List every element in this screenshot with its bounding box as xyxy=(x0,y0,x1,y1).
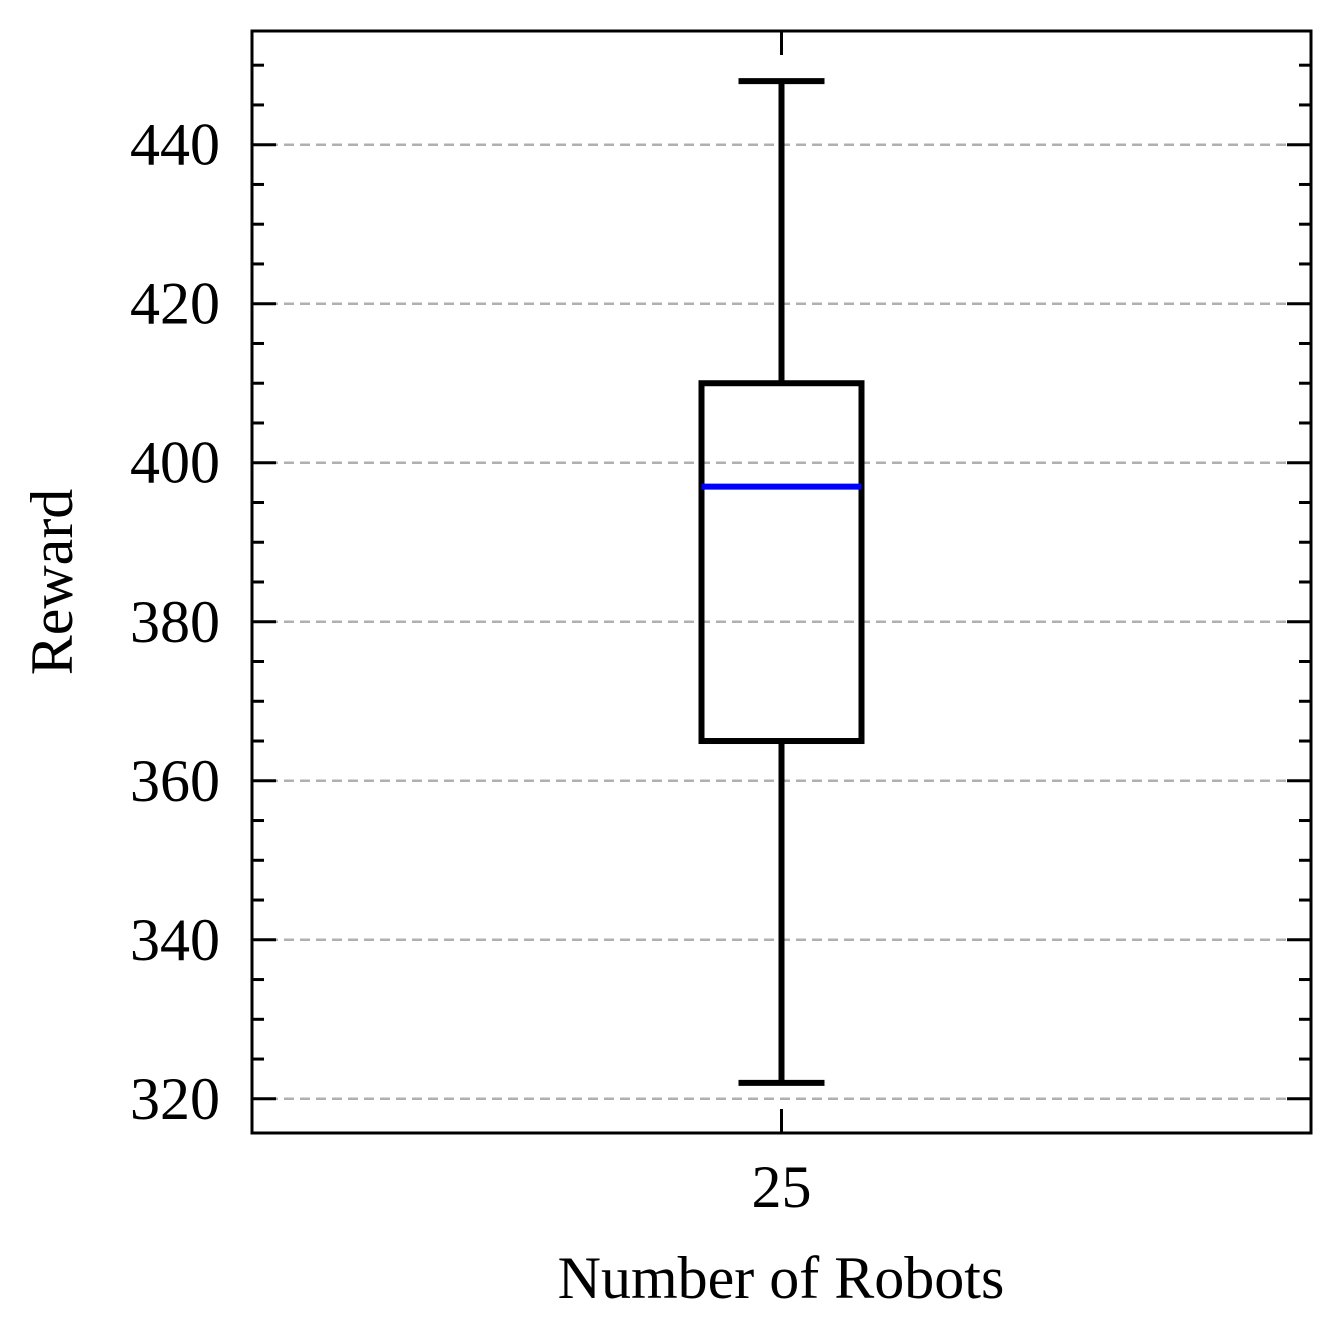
boxplot-layer xyxy=(698,78,865,1086)
tick-labels: 320 340 360 380 400 420 440 25 xyxy=(130,112,812,1220)
y-tick-label: 420 xyxy=(130,271,220,337)
box-iqr xyxy=(698,380,865,745)
y-tick-label: 400 xyxy=(130,430,220,496)
y-axis-label: Reward xyxy=(19,489,85,676)
x-tick-label: 25 xyxy=(752,1154,812,1220)
y-tick-label: 340 xyxy=(130,907,220,973)
y-tick-label: 380 xyxy=(130,589,220,655)
y-tick-label: 440 xyxy=(130,112,220,178)
tick-marks xyxy=(252,31,1311,1133)
y-tick-label: 320 xyxy=(130,1066,220,1132)
x-axis-label: Number of Robots xyxy=(558,1245,1005,1311)
y-tick-label: 360 xyxy=(130,748,220,814)
plot-frame xyxy=(250,29,1313,1135)
